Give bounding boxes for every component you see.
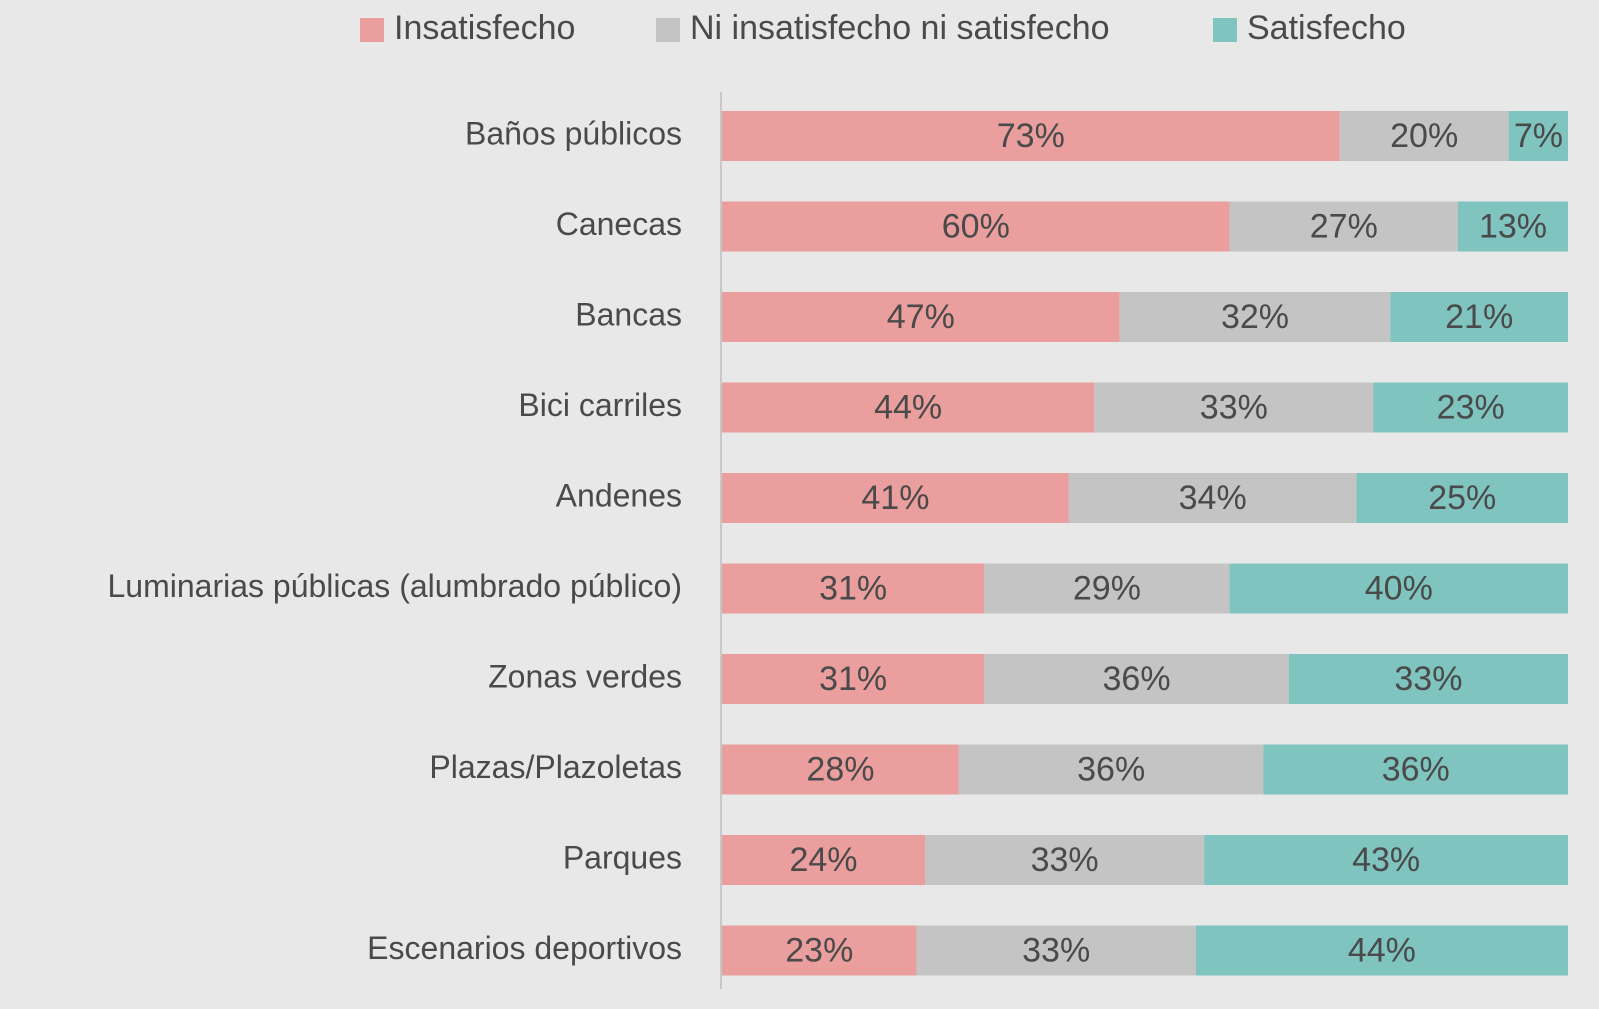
- value-label: 47%: [887, 298, 955, 336]
- value-label: 33%: [1022, 931, 1090, 969]
- bar-segment: [722, 744, 959, 795]
- bar-segment: [1195, 925, 1568, 976]
- value-label: 21%: [1445, 298, 1513, 336]
- bar-segment: [916, 925, 1196, 976]
- value-label: 28%: [806, 750, 874, 788]
- value-label: 33%: [1200, 388, 1268, 426]
- category-label: Baños públicos: [465, 115, 682, 151]
- bar-segment: [722, 201, 1230, 252]
- bar-segment: [984, 563, 1230, 614]
- value-label: 36%: [1077, 750, 1145, 788]
- value-label: 23%: [785, 931, 853, 969]
- legend-swatch: [656, 18, 680, 42]
- bar-segment: [1229, 563, 1568, 614]
- bar-segment: [1458, 201, 1568, 252]
- category-label: Parques: [563, 839, 682, 875]
- value-label: 32%: [1221, 298, 1289, 336]
- value-label: 44%: [1348, 931, 1416, 969]
- bar-segment: [958, 744, 1264, 795]
- value-label: 36%: [1103, 660, 1171, 698]
- value-label: 31%: [819, 660, 887, 698]
- bar-segment: [1339, 111, 1509, 161]
- legend-swatch: [1213, 18, 1237, 42]
- bar-segment: [722, 382, 1095, 433]
- value-label: 43%: [1352, 841, 1420, 879]
- value-label: 23%: [1437, 388, 1505, 426]
- value-label: 60%: [942, 207, 1010, 245]
- bar-segment: [722, 111, 1340, 161]
- category-label: Canecas: [556, 206, 682, 242]
- bar-segment: [1068, 473, 1357, 523]
- value-label: 20%: [1390, 117, 1458, 155]
- bar-segment: [1204, 835, 1568, 885]
- value-label: 25%: [1428, 479, 1496, 517]
- value-label: 13%: [1479, 207, 1547, 245]
- category-label: Escenarios deportivos: [367, 930, 682, 966]
- bar-segment: [1508, 111, 1568, 161]
- value-label: 73%: [997, 117, 1065, 155]
- category-label: Bici carriles: [518, 387, 682, 423]
- bar-segment: [1229, 201, 1459, 252]
- bar-segment: [925, 835, 1205, 885]
- bar-segment: [1263, 744, 1568, 795]
- category-label: Plazas/Plazoletas: [429, 749, 682, 785]
- value-label: 33%: [1031, 841, 1099, 879]
- value-label: 40%: [1365, 569, 1433, 607]
- bar-segment: [1094, 382, 1374, 433]
- category-label: Luminarias públicas (alumbrado público): [107, 568, 682, 604]
- value-label: 7%: [1514, 117, 1563, 155]
- value-label: 31%: [819, 569, 887, 607]
- value-label: 27%: [1310, 207, 1378, 245]
- value-label: 24%: [789, 841, 857, 879]
- bar-segment: [984, 654, 1289, 704]
- bar-segment: [1356, 473, 1568, 523]
- value-label: 36%: [1382, 750, 1450, 788]
- bar-segment: [1119, 292, 1391, 342]
- legend-swatch: [360, 18, 384, 42]
- legend-label: Satisfecho: [1247, 9, 1406, 47]
- bar-segment: [1373, 382, 1568, 433]
- bar-segment: [722, 563, 985, 614]
- value-label: 41%: [861, 479, 929, 517]
- value-label: 44%: [874, 388, 942, 426]
- value-label: 34%: [1179, 479, 1247, 517]
- legend-label: Ni insatisfecho ni satisfecho: [690, 9, 1110, 47]
- bar-segment: [1390, 292, 1568, 342]
- bar-segment: [722, 473, 1069, 523]
- bar-segment: [722, 292, 1120, 342]
- bar-segment: [722, 654, 985, 704]
- category-label: Zonas verdes: [488, 658, 682, 694]
- bar-segment: [722, 835, 926, 885]
- category-label: Bancas: [575, 296, 682, 332]
- bar-segment: [1288, 654, 1568, 704]
- legend-label: Insatisfecho: [394, 9, 575, 47]
- value-label: 29%: [1073, 569, 1141, 607]
- category-label: Andenes: [556, 477, 682, 513]
- value-label: 33%: [1394, 660, 1462, 698]
- bar-segment: [722, 925, 917, 976]
